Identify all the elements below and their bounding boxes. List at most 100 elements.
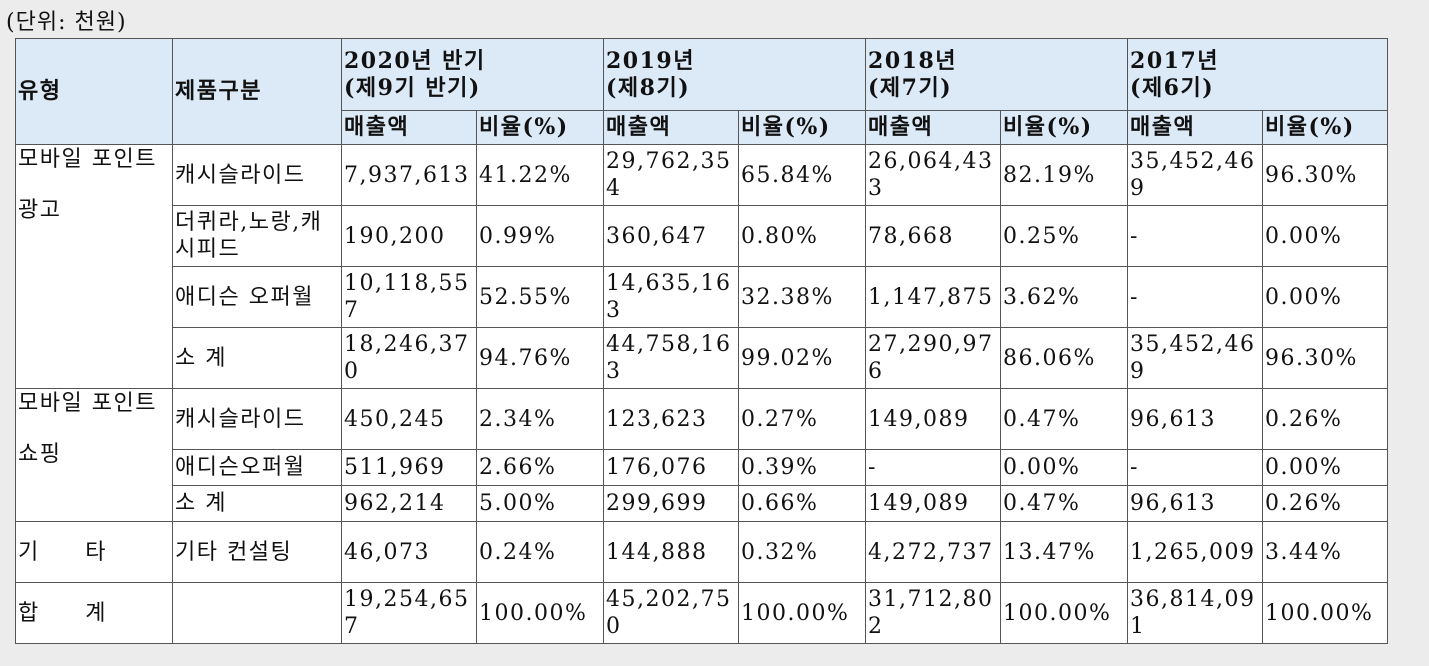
product-cell: 애디슨 오퍼월 (172, 266, 342, 328)
ratio-cell: 0.66% (737, 485, 867, 522)
ratio-cell: 52.55% (476, 266, 604, 328)
ratio-cell: 0.00% (1000, 449, 1129, 486)
sales-cell: 144,888 (603, 521, 739, 583)
ratio-cell: 0.00% (1262, 266, 1389, 328)
ratio-cell: 13.47% (1000, 521, 1129, 583)
sales-cell: 78,668 (865, 205, 1002, 267)
total-sales-cell: 45,202,750 (603, 582, 739, 644)
ratio-cell: 0.24% (476, 521, 604, 583)
unit-note: (단위: 천원) (6, 10, 127, 35)
sales-cell: 149,089 (865, 485, 1002, 522)
table-row: 소 계 18,246,370 94.76% 44,758,163 99.02% 27,29… (16, 327, 1389, 389)
product-cell: 캐시슬라이드 (172, 388, 342, 450)
ratio-cell: 65.84% (737, 144, 867, 206)
product-cell: 캐시슬라이드 (172, 144, 342, 206)
ratio-cell: 96.30% (1262, 144, 1389, 206)
header-sales: 매출액 (341, 110, 477, 145)
table-header: 유형 제품구분 2020년 반기 (제9기 반기) 2019년 (제8기) 2018… (15, 38, 1389, 145)
sales-cell: - (865, 449, 1002, 486)
total-sales-cell: 19,254,657 (341, 582, 477, 644)
sales-cell: 190,200 (341, 205, 477, 267)
sales-cell: 35,452,469 (1127, 327, 1264, 389)
sales-cell: 962,214 (341, 485, 477, 522)
sales-cell: 44,758,163 (603, 327, 739, 389)
ratio-cell: 3.62% (1000, 266, 1129, 328)
sales-cell: 450,245 (341, 388, 477, 450)
sales-cell: 7,937,613 (341, 144, 477, 206)
type-cell: 모바일 포인트 쇼핑 (15, 388, 173, 522)
ratio-cell: 0.32% (737, 521, 867, 583)
total-label: 합 계 (15, 582, 173, 644)
ratio-cell: 2.34% (476, 388, 604, 450)
ratio-cell: 0.00% (1262, 449, 1389, 486)
total-ratio-cell: 100.00% (737, 582, 867, 644)
header-sales: 매출액 (1127, 110, 1264, 145)
sales-cell: 10,118,557 (341, 266, 477, 328)
ratio-cell: 5.00% (476, 485, 604, 522)
header-period: 2019년 (제8기) (602, 38, 867, 111)
ratio-cell: 96.30% (1262, 327, 1389, 389)
ratio-cell: 2.66% (476, 449, 604, 486)
ratio-cell: 0.47% (1000, 485, 1129, 522)
header-sales: 매출액 (865, 110, 1002, 145)
header-type: 유형 (15, 38, 173, 145)
sales-cell: 511,969 (341, 449, 477, 486)
header-ratio: 비율(%) (737, 110, 867, 145)
sales-cell: 26,064,433 (865, 144, 1002, 206)
sales-cell: 27,290,976 (865, 327, 1002, 389)
total-ratio-cell: 100.00% (1262, 582, 1389, 644)
total-sales-cell: 31,712,802 (865, 582, 1002, 644)
ratio-cell: 82.19% (1000, 144, 1129, 206)
sales-cell: 299,699 (603, 485, 739, 522)
sales-cell: 360,647 (603, 205, 739, 267)
table-row: 애디슨 오퍼월 10,118,557 52.55% 14,635,163 32.38% 1… (16, 266, 1389, 328)
type-cell: 모바일 포인트 광고 (15, 144, 173, 389)
ratio-cell: 0.99% (476, 205, 604, 267)
sales-cell: - (1127, 266, 1264, 328)
sales-cell: 29,762,354 (603, 144, 739, 206)
product-cell: 소 계 (172, 485, 342, 522)
sales-cell: 96,613 (1127, 485, 1264, 522)
sales-cell: - (1127, 205, 1264, 267)
ratio-cell: 0.26% (1262, 388, 1389, 450)
sales-cell: 4,272,737 (865, 521, 1002, 583)
header-ratio: 비율(%) (476, 110, 604, 145)
sales-table: 유형 제품구분 2020년 반기 (제9기 반기) 2019년 (제8기) 2018… (15, 38, 1389, 644)
header-product: 제품구분 (172, 38, 342, 145)
ratio-cell: 0.25% (1000, 205, 1129, 267)
table-row: 모바일 포인트 쇼핑 캐시슬라이드 450,245 2.34% 123,623 0.27% 1… (15, 388, 1389, 522)
ratio-cell: 0.80% (737, 205, 867, 267)
header-sales: 매출액 (603, 110, 739, 145)
ratio-cell: 41.22% (476, 144, 604, 206)
total-ratio-cell: 100.00% (476, 582, 604, 644)
ratio-cell: 0.26% (1262, 485, 1389, 522)
header-ratio: 비율(%) (1262, 110, 1389, 145)
ratio-cell: 0.39% (737, 449, 867, 486)
ratio-cell: 3.44% (1262, 521, 1389, 583)
sales-cell: 96,613 (1127, 388, 1264, 450)
sales-cell: 149,089 (865, 388, 1002, 450)
sales-cell: 46,073 (341, 521, 477, 583)
ratio-cell: 0.27% (737, 388, 867, 450)
sales-cell: - (1127, 449, 1264, 486)
product-cell: 기타 컨설팅 (172, 521, 342, 583)
table-row: 기 타 기타 컨설팅 46,073 0.24% 144,888 0.32% 4,272,73… (15, 521, 1389, 583)
sales-cell: 123,623 (603, 388, 739, 450)
sales-cell: 18,246,370 (341, 327, 477, 389)
table-row: 애디슨오퍼월 511,969 2.66% 176,076 0.39% -0.00% -0.0… (16, 449, 1389, 486)
sales-cell: 14,635,163 (603, 266, 739, 328)
product-cell: 애디슨오퍼월 (172, 449, 342, 486)
total-row: 합 계 19,254,657 100.00% 45,202,750 100.00% 31,… (15, 582, 1389, 644)
ratio-cell: 32.38% (737, 266, 867, 328)
total-ratio-cell: 100.00% (1000, 582, 1129, 644)
table-body: 모바일 포인트 광고 캐시슬라이드 7,937,613 41.22% 29,762,354… (15, 144, 1389, 644)
sales-cell: 1,265,009 (1127, 521, 1264, 583)
type-cell: 기 타 (15, 521, 173, 583)
sales-cell: 35,452,469 (1127, 144, 1264, 206)
header-ratio: 비율(%) (1000, 110, 1129, 145)
product-cell: 더퀴라,노랑,캐시피드 (172, 205, 342, 267)
ratio-cell: 86.06% (1000, 327, 1129, 389)
ratio-cell: 0.47% (1000, 388, 1129, 450)
total-sales-cell: 36,814,091 (1127, 582, 1264, 644)
table-row: 소 계 962,214 5.00% 299,699 0.66% 149,089 0.47% 9… (16, 485, 1389, 522)
